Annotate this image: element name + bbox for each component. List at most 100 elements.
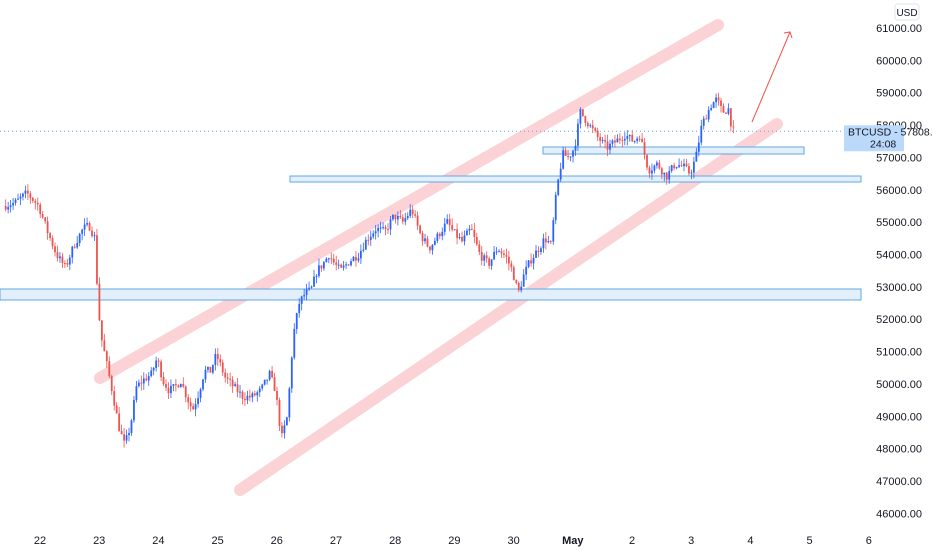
candle-body (211, 365, 214, 373)
candle (722, 103, 725, 113)
candle (643, 138, 646, 160)
candle-body (517, 282, 520, 291)
candle-body (209, 366, 212, 373)
candle-body (631, 134, 634, 142)
candle-body (369, 236, 372, 241)
candle-body (46, 221, 49, 234)
candle (488, 256, 491, 270)
candle-body (31, 197, 34, 201)
candle-body (609, 143, 611, 150)
candle-body (9, 205, 12, 208)
candle-body (44, 217, 47, 222)
candle (520, 281, 523, 293)
candle (616, 134, 619, 143)
candle (416, 211, 419, 231)
candle-body (310, 286, 313, 288)
date-tick-label: May (562, 535, 584, 547)
candle-body (507, 256, 510, 264)
candle-body (668, 170, 671, 180)
candle-body (268, 370, 271, 380)
candle-body (552, 220, 555, 242)
candle-body (621, 140, 624, 142)
candle (392, 214, 394, 221)
candle (51, 235, 54, 250)
candle (611, 139, 614, 148)
candle (231, 376, 234, 393)
date-tick-label: 22 (34, 535, 46, 547)
symbol-price-badge: BTCUSD - 57808.22 24:08 (844, 125, 932, 152)
candle (123, 428, 125, 448)
candle-body (160, 361, 162, 378)
candle (498, 249, 500, 253)
candle (248, 389, 251, 402)
candle-body (364, 239, 367, 250)
candle-body (374, 231, 377, 234)
support-zone-low[interactable] (0, 288, 862, 301)
candle (399, 210, 402, 219)
projection-arrow[interactable] (751, 31, 793, 123)
date-tick-label: 3 (688, 535, 694, 547)
candle-body (36, 202, 39, 205)
support-zone-mid[interactable] (289, 175, 862, 183)
candle (685, 158, 688, 168)
candle-body (182, 384, 185, 387)
candle (327, 257, 330, 264)
candle-body (239, 391, 241, 393)
candle-body (216, 353, 219, 360)
candle-body (98, 283, 101, 321)
currency-label[interactable]: USD (894, 3, 920, 21)
candle (315, 274, 318, 284)
candle-body (729, 108, 732, 127)
time-axis[interactable]: 22 23 24 25 26 27 28 29 30 May 2 3 4 5 6 (34, 535, 872, 547)
candle-body (61, 256, 64, 264)
candle-body (246, 395, 249, 401)
candle (256, 390, 259, 402)
candle-body (436, 233, 439, 241)
candle-body (406, 215, 409, 219)
candle (512, 265, 515, 281)
support-zone-high[interactable] (542, 146, 805, 155)
candle (421, 230, 424, 246)
candle-body (732, 126, 735, 128)
candle-body (224, 372, 227, 378)
candle-body (670, 165, 673, 171)
candle (226, 373, 229, 384)
candle-body (503, 253, 505, 256)
candle-body (599, 136, 602, 141)
candle (76, 235, 79, 250)
date-tick-label: 4 (747, 535, 753, 547)
candle (710, 104, 713, 112)
candle-body (49, 233, 51, 239)
candle-body (229, 378, 232, 380)
candle (594, 127, 597, 133)
candle (145, 373, 148, 382)
candle (253, 390, 256, 397)
candle (658, 159, 661, 170)
price-axis[interactable]: 46000.00 47000.00 48000.00 49000.00 50000.00… (876, 23, 922, 520)
candle-body (581, 109, 584, 117)
ascending-channel-upper-band[interactable] (94, 19, 724, 384)
candle (579, 107, 582, 129)
date-tick-label: 30 (507, 535, 519, 547)
candle (379, 221, 382, 234)
candle-body (675, 166, 678, 169)
candle (584, 115, 587, 127)
candle (29, 191, 32, 204)
candle-body (596, 130, 599, 137)
candle (142, 372, 145, 390)
candle (303, 289, 306, 300)
candle-body (187, 397, 190, 403)
candle-body (690, 172, 693, 174)
candle (466, 228, 468, 236)
price-tick-label: 61000.00 (876, 23, 922, 35)
candle-body (547, 241, 550, 243)
candle (443, 218, 446, 236)
candle (330, 252, 333, 265)
candle-body (145, 378, 148, 381)
candle (729, 107, 732, 132)
candle-body (525, 266, 528, 275)
ascending-channel-lower-band[interactable] (234, 118, 783, 496)
candle (500, 248, 503, 258)
candle (332, 253, 335, 266)
